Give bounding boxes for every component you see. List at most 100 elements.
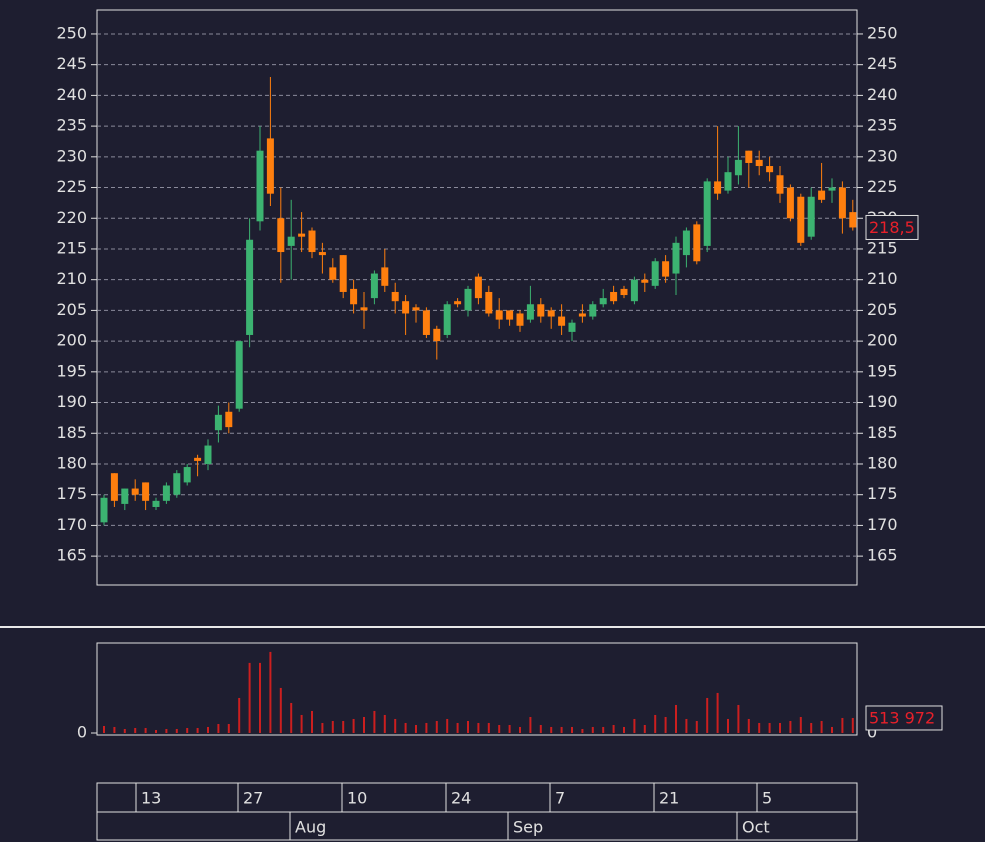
candle-body bbox=[849, 212, 857, 228]
volume-bar bbox=[820, 720, 823, 733]
volume-bar bbox=[602, 726, 605, 733]
day-label: 21 bbox=[659, 789, 679, 808]
y-tick-label: 190 bbox=[56, 392, 87, 411]
volume-bar bbox=[186, 728, 189, 733]
candle-body bbox=[131, 488, 139, 495]
y-tick-label: 0 bbox=[77, 723, 87, 742]
volume-bar bbox=[113, 726, 116, 733]
volume-bar bbox=[383, 714, 386, 733]
volume-bar bbox=[363, 716, 365, 733]
candle-body bbox=[682, 230, 690, 256]
day-label: 5 bbox=[762, 789, 772, 808]
volume-bar bbox=[799, 716, 802, 733]
y-tick-label: 220 bbox=[56, 208, 87, 227]
volume-bar bbox=[467, 720, 469, 733]
candle-body bbox=[329, 267, 337, 280]
candle-body bbox=[828, 187, 836, 191]
volume-bar bbox=[498, 724, 501, 733]
month-label: Sep bbox=[513, 818, 543, 837]
candle-body bbox=[360, 307, 368, 311]
volume-bar bbox=[248, 662, 251, 733]
volume-bar bbox=[103, 725, 105, 733]
volume-bar bbox=[155, 729, 157, 733]
candle-body bbox=[402, 301, 410, 314]
last-price-label: 218,5 bbox=[869, 218, 915, 237]
y-tick-label: 180 bbox=[56, 453, 87, 472]
candle-body bbox=[734, 159, 742, 176]
volume-bar bbox=[706, 697, 709, 733]
y2-tick-label: 200 bbox=[867, 331, 898, 350]
y-tick-label: 215 bbox=[56, 238, 87, 257]
volume-bar bbox=[425, 722, 428, 733]
volume-bar bbox=[207, 726, 209, 733]
candle-body bbox=[194, 457, 202, 461]
candle-body bbox=[474, 276, 482, 299]
candle-body bbox=[412, 307, 420, 311]
candle-body bbox=[672, 242, 680, 274]
y-tick-label: 165 bbox=[56, 546, 87, 565]
volume-bar bbox=[831, 726, 833, 733]
volume-bar bbox=[196, 728, 199, 733]
volume-bar bbox=[487, 722, 490, 733]
volume-bar bbox=[623, 726, 625, 733]
y-tick-label: 240 bbox=[56, 85, 87, 104]
volume-bar bbox=[134, 728, 137, 733]
volume-frame bbox=[96, 642, 858, 736]
volume-bar bbox=[144, 728, 147, 733]
candle-body bbox=[225, 411, 233, 428]
volume-bar bbox=[269, 651, 272, 733]
volume-bar bbox=[259, 662, 261, 733]
volume-bar bbox=[217, 724, 220, 733]
candle-body bbox=[339, 255, 347, 292]
y2-tick-label: 165 bbox=[867, 546, 898, 565]
y2-tick-label: 0 bbox=[867, 723, 877, 742]
candle-body bbox=[110, 473, 118, 501]
volume-bar bbox=[446, 718, 449, 733]
volume-bar bbox=[238, 697, 241, 733]
candle-body bbox=[173, 473, 181, 495]
candle-body bbox=[786, 187, 794, 219]
candle-body bbox=[724, 172, 732, 191]
day-label: 13 bbox=[141, 789, 161, 808]
candle-body bbox=[589, 304, 597, 317]
volume-bar bbox=[321, 722, 324, 733]
candle-body bbox=[277, 218, 285, 253]
volume-bar bbox=[311, 710, 313, 733]
volume-bar bbox=[612, 724, 615, 733]
last-volume-box bbox=[865, 705, 943, 731]
volume-bar bbox=[331, 720, 334, 733]
y-tick-label: 170 bbox=[56, 515, 87, 534]
volume-bar bbox=[633, 718, 636, 733]
volume-bar bbox=[342, 720, 345, 733]
y-tick-label: 235 bbox=[56, 116, 87, 135]
y2-tick-label: 185 bbox=[867, 423, 898, 442]
volume-bar bbox=[290, 702, 293, 733]
y2-tick-label: 170 bbox=[867, 515, 898, 534]
volume-bar bbox=[300, 714, 303, 733]
y-tick-label: 230 bbox=[56, 146, 87, 165]
y2-tick-label: 240 bbox=[867, 85, 898, 104]
y-tick-label: 195 bbox=[56, 361, 87, 380]
volume-bar bbox=[165, 728, 168, 733]
y2-tick-label: 180 bbox=[867, 453, 898, 472]
y-tick-label: 210 bbox=[56, 269, 87, 288]
volume-bar bbox=[560, 726, 563, 733]
candle-body bbox=[693, 224, 701, 262]
y-tick-label: 185 bbox=[56, 423, 87, 442]
candle-body bbox=[547, 310, 555, 317]
candle-body bbox=[370, 273, 378, 299]
candle-body bbox=[308, 230, 316, 253]
volume-bar bbox=[643, 724, 646, 733]
day-label: 10 bbox=[347, 789, 367, 808]
month-label: Aug bbox=[295, 818, 326, 837]
volume-bar bbox=[675, 704, 677, 733]
candle-body bbox=[610, 291, 618, 302]
volume-bar bbox=[716, 692, 719, 733]
volume-bar bbox=[123, 728, 126, 733]
candle-body bbox=[391, 291, 399, 302]
volume-bar bbox=[841, 717, 844, 733]
volume-bar bbox=[435, 720, 438, 733]
y2-tick-label: 215 bbox=[867, 238, 898, 257]
volume-bar bbox=[456, 722, 459, 733]
volume-bar bbox=[373, 710, 376, 733]
